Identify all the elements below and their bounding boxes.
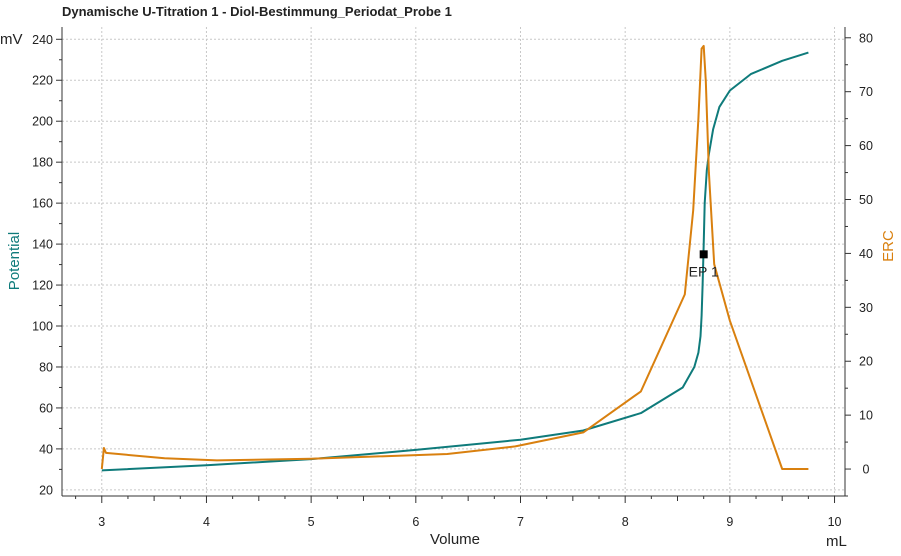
x-tick-label: 4	[203, 515, 210, 529]
y-left-tick-label: 240	[32, 33, 53, 47]
y-right-tick-label: 30	[859, 301, 873, 315]
tick-labels: 3 4 5 6 7 8 9 102040608010012014016018020022024…	[32, 31, 873, 529]
y-right-tick-label: 10	[859, 409, 873, 423]
y-right-tick-label: 80	[859, 31, 873, 45]
y-right-tick-label: 50	[859, 193, 873, 207]
y-left-tick-label: 80	[39, 360, 53, 374]
y-left-tick-label: 180	[32, 156, 53, 170]
y-left-tick-label: 220	[32, 74, 53, 88]
plot-series: EP 1	[100, 44, 809, 472]
y-left-tick-label: 160	[32, 197, 53, 211]
y-left-unit: mV	[0, 31, 23, 48]
y-right-tick-label: 40	[859, 247, 873, 261]
chart-axes	[56, 27, 851, 503]
y-right-tick-label: 0	[863, 463, 870, 477]
series-line-potential	[101, 51, 809, 472]
y-left-tick-label: 120	[32, 279, 53, 293]
y-right-tick-label: 60	[859, 139, 873, 153]
x-tick-label: 3	[98, 515, 105, 529]
x-tick-label: 8	[622, 515, 629, 529]
x-axis-title: Volume	[430, 531, 480, 548]
chart-title: Dynamische U-Titration 1 - Diol-Bestimmu…	[62, 4, 452, 19]
y-right-tick-label: 20	[859, 355, 873, 369]
y-right-axis-title: ERC	[880, 230, 897, 262]
y-left-tick-label: 200	[32, 115, 53, 129]
x-tick-label: 5	[308, 515, 315, 529]
y-left-tick-label: 60	[39, 401, 53, 415]
y-left-tick-label: 20	[39, 483, 53, 497]
x-tick-label: 10	[828, 515, 842, 529]
y-left-tick-label: 100	[32, 320, 53, 334]
y-left-axis-title: Potential	[6, 232, 23, 290]
series-line-erc	[100, 44, 809, 470]
grid-lines	[62, 27, 845, 496]
endpoint-label: EP 1	[689, 263, 719, 279]
endpoint-marker	[699, 250, 708, 259]
x-tick-label: 7	[517, 515, 524, 529]
x-tick-label: 9	[726, 515, 733, 529]
y-left-tick-label: 140	[32, 238, 53, 252]
y-right-tick-label: 70	[859, 85, 873, 99]
x-axis-unit: mL	[826, 533, 847, 550]
x-tick-label: 6	[412, 515, 419, 529]
y-left-tick-label: 40	[39, 442, 53, 456]
